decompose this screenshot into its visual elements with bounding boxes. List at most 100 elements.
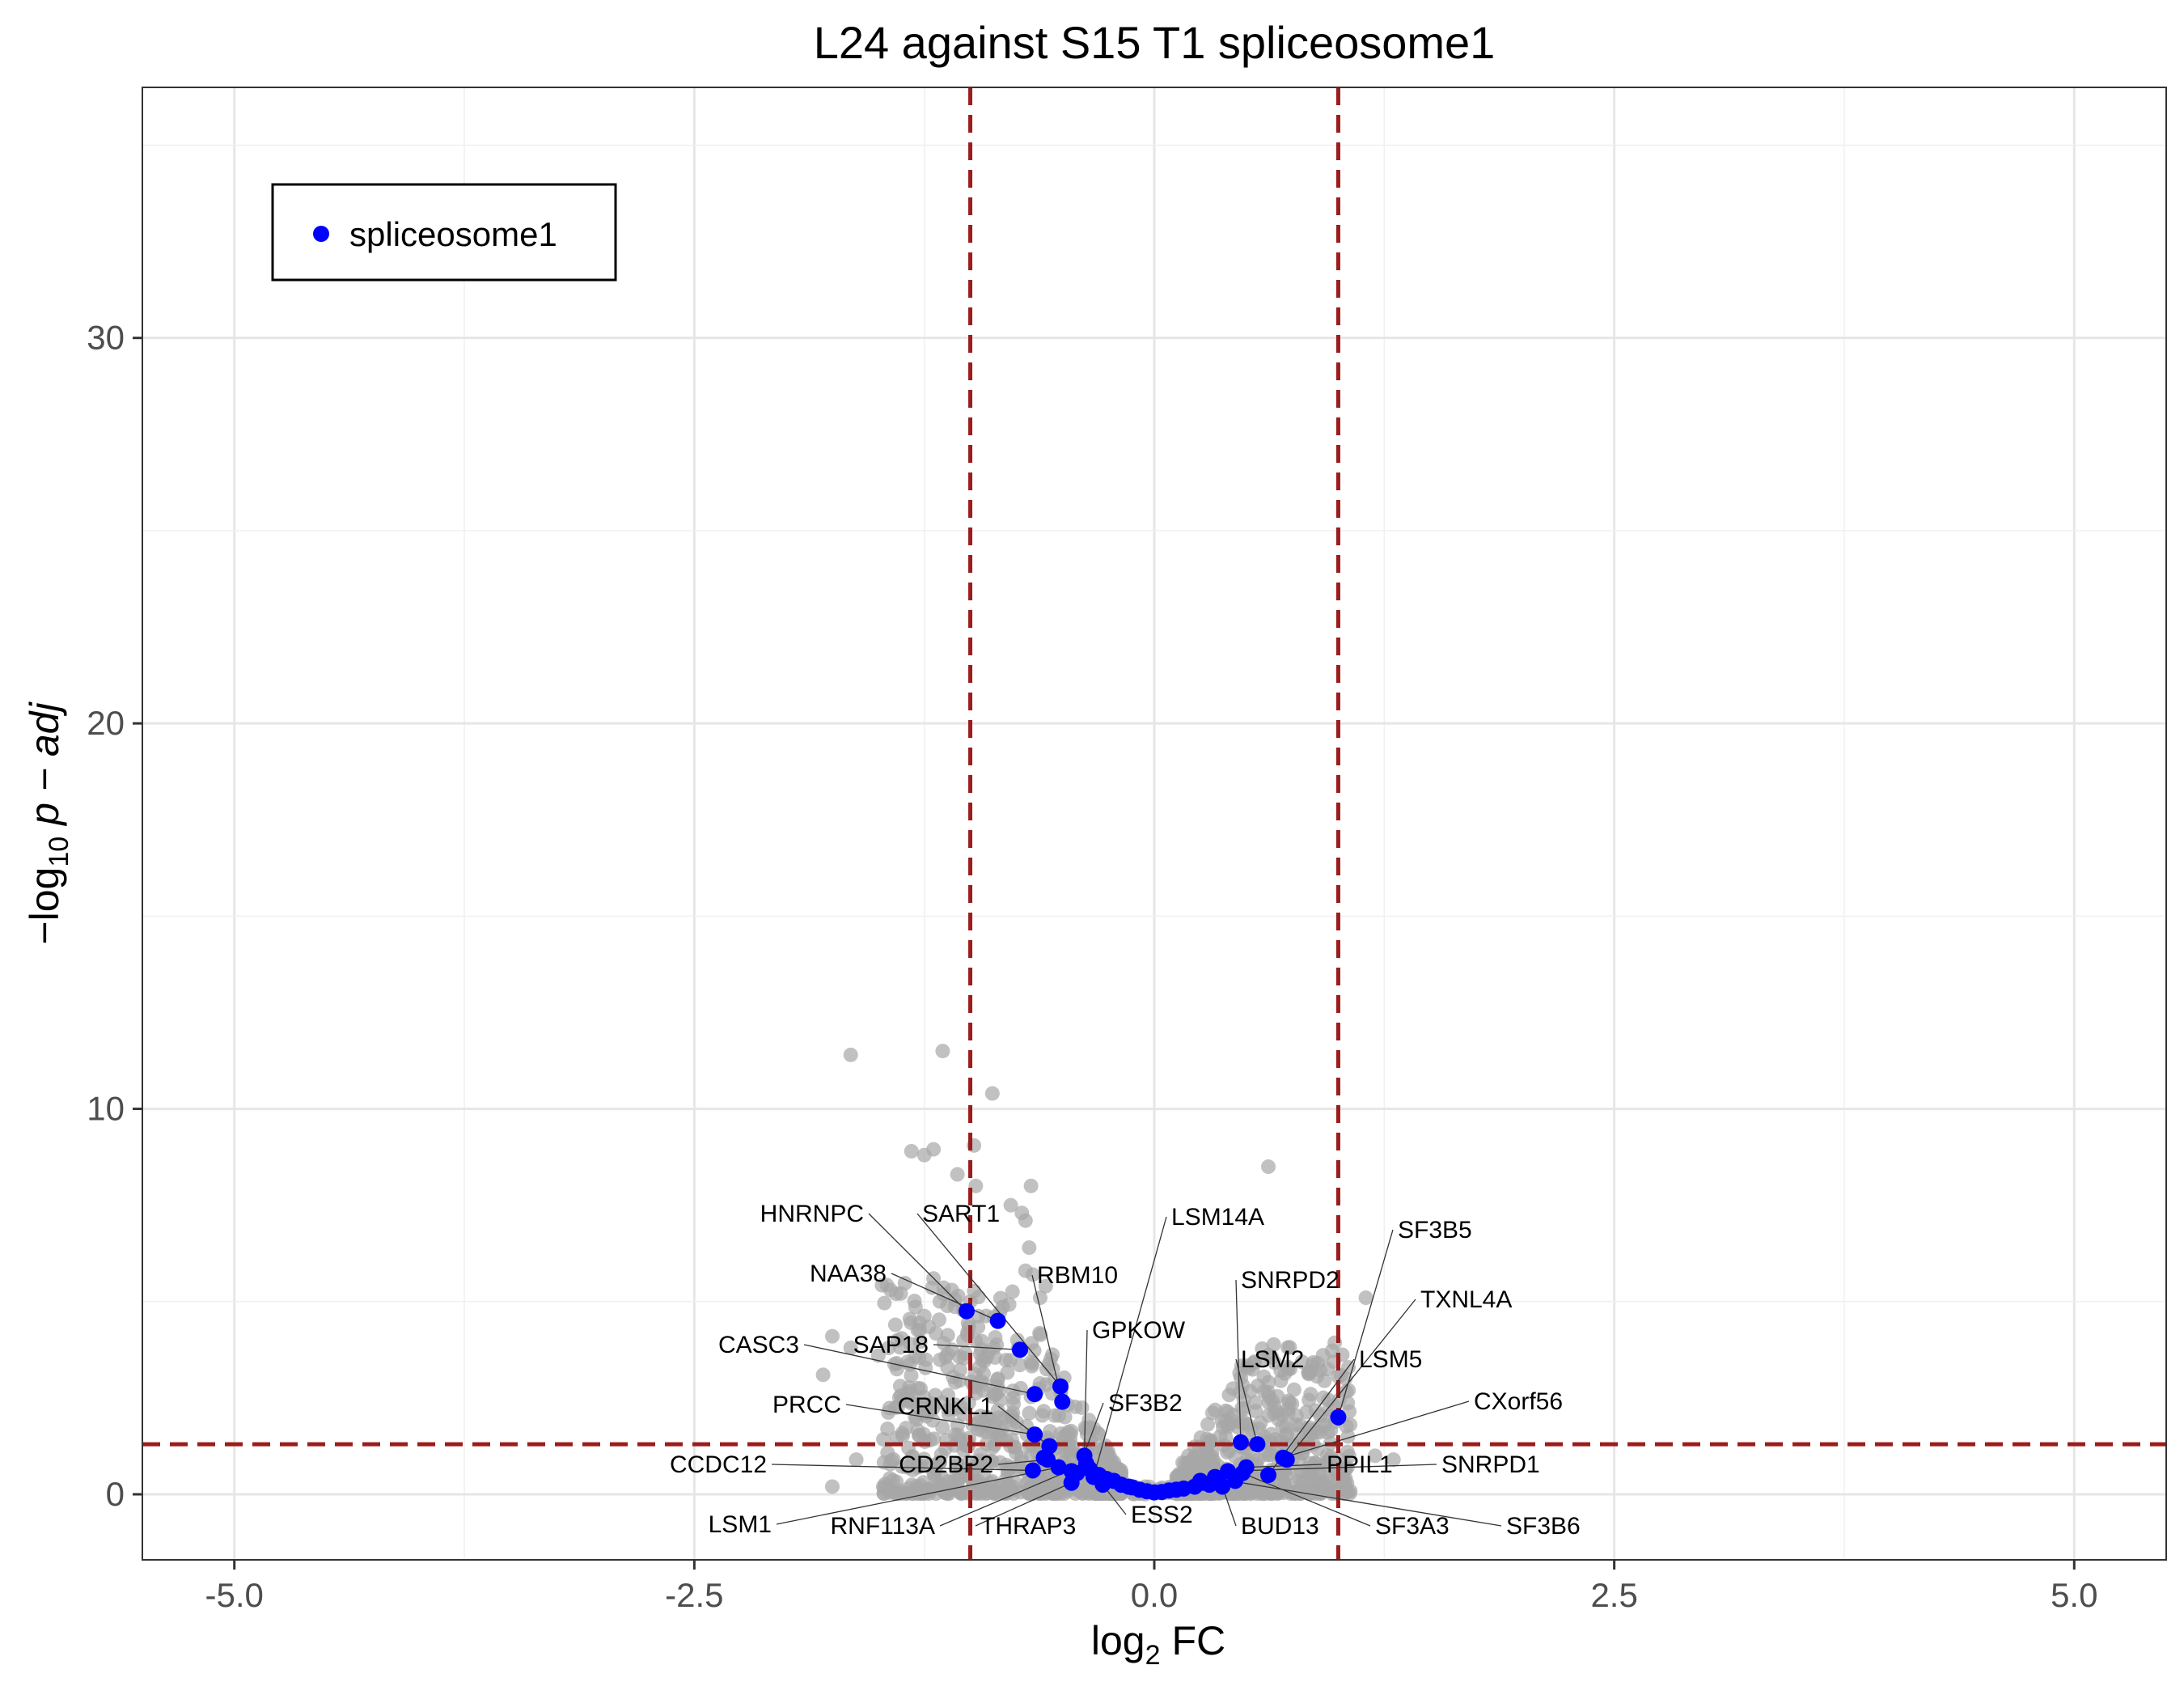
background-point: [886, 1451, 901, 1467]
gene-label: RNF113A: [831, 1513, 936, 1540]
gene-label: SAP18: [853, 1332, 929, 1358]
background-point: [1045, 1347, 1060, 1362]
background-point: [1022, 1240, 1037, 1256]
background-point: [908, 1409, 923, 1425]
background-point: [1188, 1449, 1204, 1464]
label-leader-line: [868, 1213, 967, 1312]
gene-label: SF3B5: [1398, 1217, 1472, 1244]
x-tick-label: -2.5: [665, 1576, 723, 1614]
gene-label: SNRPD1: [1441, 1451, 1540, 1478]
background-point: [998, 1353, 1014, 1368]
background-point: [824, 1479, 840, 1494]
label-leader-line: [1286, 1299, 1416, 1460]
label-leader-line: [891, 1273, 998, 1322]
background-point: [990, 1371, 1005, 1387]
background-point: [929, 1326, 944, 1341]
background-point: [880, 1421, 895, 1437]
background-point: [1386, 1452, 1401, 1468]
background-point: [882, 1400, 897, 1416]
spliceosome-point: [1026, 1386, 1043, 1403]
spliceosome-point: [1052, 1378, 1069, 1395]
background-point: [1256, 1383, 1272, 1399]
background-point: [1026, 1343, 1042, 1358]
background-point: [1278, 1427, 1293, 1443]
background-point: [1051, 1482, 1066, 1498]
background-point: [1057, 1409, 1073, 1425]
background-point: [904, 1368, 919, 1383]
spliceosome-point: [1035, 1449, 1052, 1466]
gene-label: THRAP3: [980, 1513, 1076, 1540]
y-axis-title: −log10 p − adj: [22, 701, 74, 945]
chart-title: L24 against S15 T1 spliceosome1: [814, 17, 1496, 68]
background-point: [1005, 1390, 1021, 1405]
background-point: [1024, 1486, 1039, 1502]
gene-label: LSM1: [709, 1511, 772, 1538]
background-point: [1342, 1486, 1357, 1502]
background-point: [1038, 1278, 1053, 1294]
label-leader-line: [1283, 1400, 1470, 1459]
spliceosome-point: [1011, 1341, 1028, 1358]
background-point: [940, 1360, 955, 1375]
label-leader-line: [803, 1344, 1035, 1395]
background-point: [944, 1282, 959, 1298]
background-point: [940, 1299, 955, 1314]
background-point: [1024, 1358, 1039, 1374]
background-point: [1064, 1423, 1079, 1438]
background-point: [1331, 1392, 1347, 1408]
background-point: [976, 1467, 992, 1482]
background-point: [1307, 1486, 1323, 1502]
background-point: [973, 1374, 988, 1389]
x-tick-label: -5.0: [205, 1576, 264, 1614]
background-point: [1208, 1402, 1223, 1417]
background-point: [1023, 1178, 1039, 1193]
background-point: [907, 1294, 922, 1309]
background-point: [898, 1421, 913, 1436]
background-point: [971, 1421, 986, 1437]
label-leader-line: [1083, 1329, 1088, 1456]
highlight-points: [958, 1303, 1347, 1501]
background-point: [969, 1455, 984, 1470]
spliceosome-point: [1249, 1436, 1266, 1453]
gene-label: SF3A3: [1375, 1513, 1450, 1540]
background-point: [904, 1143, 919, 1159]
spliceosome-point: [1024, 1462, 1041, 1479]
background-point: [1033, 1327, 1048, 1342]
background-point: [1247, 1395, 1263, 1410]
background-point: [1282, 1340, 1297, 1355]
background-point: [1293, 1472, 1308, 1488]
background-point: [1264, 1350, 1280, 1366]
background-point: [906, 1394, 921, 1409]
background-point: [950, 1167, 965, 1182]
background-point: [1367, 1448, 1382, 1464]
background-point: [1022, 1405, 1037, 1421]
spliceosome-point: [989, 1312, 1006, 1329]
background-point: [815, 1367, 831, 1383]
background-point: [882, 1282, 898, 1298]
background-point: [940, 1388, 955, 1403]
background-point: [935, 1481, 950, 1497]
spliceosome-point: [1227, 1472, 1244, 1489]
spliceosome-point: [1232, 1434, 1249, 1451]
background-point: [1215, 1420, 1230, 1435]
background-point: [881, 1485, 896, 1500]
background-point: [902, 1311, 917, 1327]
background-point: [931, 1312, 946, 1328]
background-point: [926, 1142, 942, 1157]
gene-label: CD2BP2: [899, 1451, 993, 1478]
background-point: [912, 1350, 927, 1366]
gene-labels: HNRNPC NAA38 SAP18 CASC3 SART1 RBM10 PRCC CRNKL…: [670, 1201, 1581, 1540]
label-leader-line: [1218, 1478, 1502, 1527]
background-point: [887, 1317, 903, 1333]
gene-label: LSM14A: [1171, 1204, 1264, 1231]
background-point: [1244, 1422, 1259, 1438]
spliceosome-point: [1238, 1459, 1255, 1476]
gene-label: CCDC12: [670, 1451, 767, 1478]
label-leader-line: [845, 1404, 1035, 1435]
spliceosome-point: [1050, 1459, 1067, 1476]
background-point: [877, 1295, 892, 1311]
background-point: [971, 1359, 987, 1375]
background-point: [1261, 1159, 1276, 1175]
background-point: [1343, 1417, 1358, 1432]
background-point: [932, 1455, 947, 1470]
